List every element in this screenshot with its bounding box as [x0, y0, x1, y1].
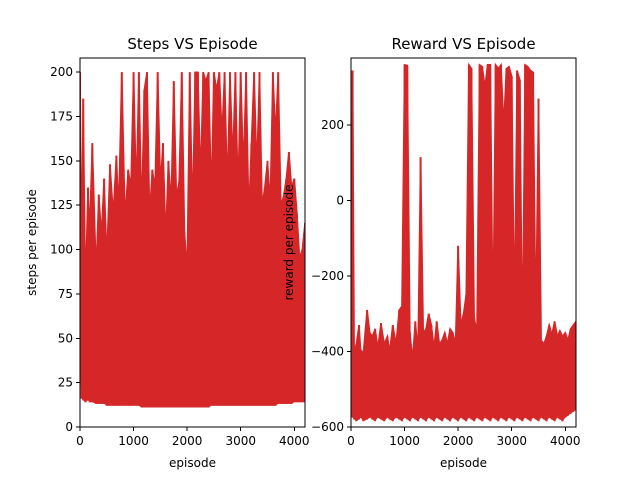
steps-y-ticks: 0 25 50 75 100 125 150 175 200: [50, 65, 80, 434]
steps-y-tick-label: 175: [50, 110, 73, 124]
steps-chart-title: Steps VS Episode: [127, 35, 257, 53]
reward-y-tick-label: 0: [336, 194, 344, 208]
reward-y-tick-label: −600: [311, 420, 344, 434]
steps-plot-area: [80, 71, 305, 408]
reward-series-line: [351, 62, 576, 360]
steps-y-tick-label: 50: [58, 331, 73, 345]
steps-x-tick-label: 4000: [279, 434, 310, 448]
steps-chart: 0 1000 2000 3000 4000 0 25 50 75 100 125 150 175 200…: [25, 35, 310, 470]
reward-y-tick-label: −400: [311, 345, 344, 359]
steps-y-tick-label: 100: [50, 243, 73, 257]
steps-x-axis-label: episode: [169, 456, 216, 470]
reward-y-axis-label: reward per episode: [282, 184, 296, 300]
steps-y-tick-label: 200: [50, 65, 73, 79]
reward-x-tick-label: 2000: [443, 434, 474, 448]
reward-x-tick-label: 4000: [550, 434, 581, 448]
reward-plot-area: [351, 62, 576, 422]
steps-series-line: [80, 71, 305, 289]
steps-y-tick-label: 0: [65, 420, 73, 434]
steps-x-tick-label: 1000: [118, 434, 149, 448]
reward-x-tick-label: 1000: [389, 434, 420, 448]
steps-y-tick-label: 150: [50, 154, 73, 168]
reward-axes-frame: [350, 57, 577, 428]
steps-x-ticks: 0 1000 2000 3000 4000: [76, 427, 310, 448]
steps-x-tick-label: 3000: [225, 434, 256, 448]
reward-y-tick-label: −200: [311, 269, 344, 283]
reward-chart: 0 1000 2000 3000 4000 −600 −400 −200 0 200 Rewar…: [282, 35, 581, 470]
reward-y-ticks: −600 −400 −200 0 200: [311, 118, 351, 434]
reward-chart-title: Reward VS Episode: [391, 35, 535, 53]
steps-x-tick-label: 2000: [172, 434, 203, 448]
reward-y-tick-label: 200: [321, 118, 344, 132]
steps-y-tick-label: 125: [50, 198, 73, 212]
reward-x-tick-label: 3000: [496, 434, 527, 448]
steps-y-tick-label: 25: [58, 376, 73, 390]
reward-x-axis-label: episode: [440, 456, 487, 470]
reward-x-ticks: 0 1000 2000 3000 4000: [347, 427, 581, 448]
steps-axes-frame: [79, 57, 306, 428]
steps-y-axis-label: steps per episode: [25, 189, 39, 296]
steps-y-tick-label: 75: [58, 287, 73, 301]
steps-x-tick-label: 0: [76, 434, 84, 448]
reward-x-tick-label: 0: [347, 434, 355, 448]
